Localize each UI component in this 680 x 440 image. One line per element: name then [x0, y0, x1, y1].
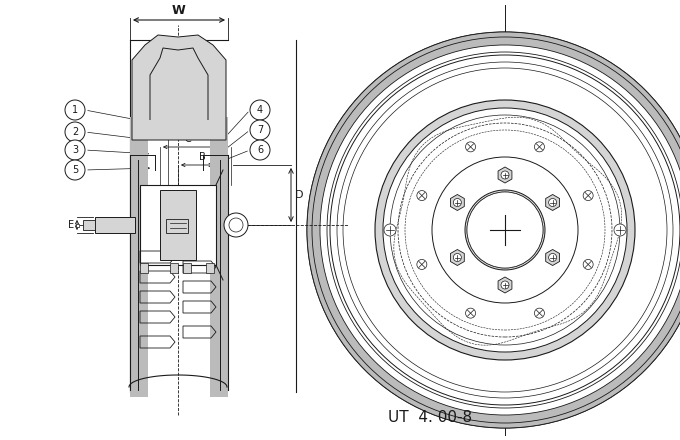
Circle shape	[250, 100, 270, 120]
Circle shape	[583, 191, 593, 201]
FancyBboxPatch shape	[206, 263, 214, 273]
Polygon shape	[498, 277, 512, 293]
Circle shape	[65, 160, 85, 180]
Polygon shape	[498, 167, 512, 183]
Circle shape	[65, 140, 85, 160]
Circle shape	[614, 224, 626, 236]
Text: 1: 1	[72, 105, 78, 115]
FancyBboxPatch shape	[140, 185, 216, 265]
Circle shape	[501, 171, 509, 179]
Circle shape	[330, 55, 680, 405]
Circle shape	[534, 142, 545, 152]
Text: W: W	[171, 4, 185, 17]
Circle shape	[65, 122, 85, 142]
Circle shape	[312, 37, 680, 423]
Circle shape	[466, 142, 475, 152]
Circle shape	[454, 198, 461, 206]
Text: D: D	[295, 190, 303, 200]
FancyBboxPatch shape	[95, 217, 135, 233]
Circle shape	[417, 260, 427, 269]
FancyBboxPatch shape	[210, 117, 228, 397]
Circle shape	[467, 192, 543, 268]
Circle shape	[327, 52, 680, 408]
Circle shape	[501, 281, 509, 289]
Circle shape	[307, 32, 680, 428]
Circle shape	[65, 100, 85, 120]
Circle shape	[417, 191, 427, 201]
Circle shape	[390, 115, 620, 345]
Circle shape	[337, 62, 673, 398]
Text: A: A	[194, 114, 201, 124]
FancyBboxPatch shape	[130, 117, 148, 397]
Circle shape	[583, 260, 593, 269]
Text: 3: 3	[72, 145, 78, 155]
Circle shape	[432, 157, 578, 303]
Circle shape	[384, 224, 396, 236]
Polygon shape	[450, 249, 464, 265]
Text: 4: 4	[257, 105, 263, 115]
Circle shape	[465, 190, 545, 270]
Text: UT  4. 00-8: UT 4. 00-8	[388, 410, 472, 425]
Circle shape	[320, 45, 680, 415]
Text: 2: 2	[72, 127, 78, 137]
Circle shape	[534, 308, 545, 318]
FancyBboxPatch shape	[76, 224, 79, 227]
FancyBboxPatch shape	[83, 220, 95, 230]
Circle shape	[250, 140, 270, 160]
FancyBboxPatch shape	[170, 263, 178, 273]
Circle shape	[383, 108, 627, 352]
Circle shape	[375, 100, 635, 360]
Text: 5: 5	[72, 165, 78, 175]
Polygon shape	[450, 194, 464, 210]
Circle shape	[549, 198, 557, 206]
Circle shape	[454, 253, 461, 261]
Text: E: E	[68, 220, 74, 230]
Circle shape	[250, 120, 270, 140]
Polygon shape	[546, 249, 560, 265]
FancyBboxPatch shape	[140, 263, 148, 273]
Circle shape	[343, 68, 667, 392]
Circle shape	[549, 253, 557, 261]
Text: 6: 6	[257, 145, 263, 155]
FancyBboxPatch shape	[160, 190, 196, 260]
Text: B: B	[199, 152, 205, 162]
Circle shape	[224, 213, 248, 237]
FancyBboxPatch shape	[183, 263, 191, 273]
Polygon shape	[546, 194, 560, 210]
Polygon shape	[132, 35, 226, 140]
Text: 7: 7	[257, 125, 263, 135]
Circle shape	[466, 308, 475, 318]
Circle shape	[307, 32, 680, 428]
Text: C: C	[185, 134, 191, 144]
FancyBboxPatch shape	[166, 219, 188, 233]
